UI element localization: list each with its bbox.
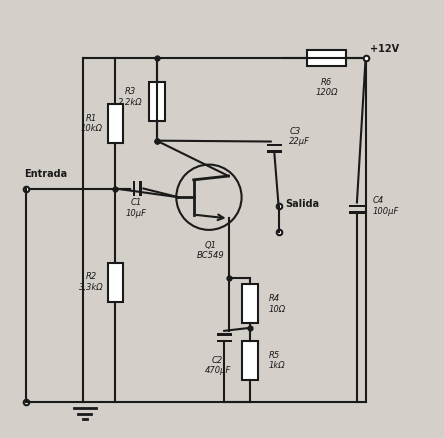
Text: R4
10Ω: R4 10Ω: [269, 294, 285, 314]
Bar: [139, 181, 142, 196]
Text: R2
3,3kΩ: R2 3,3kΩ: [79, 272, 104, 292]
Bar: [266, 144, 282, 146]
Text: C2
470μF: C2 470μF: [204, 356, 231, 375]
FancyBboxPatch shape: [149, 82, 165, 121]
Text: C1
10μF: C1 10μF: [126, 198, 147, 218]
Text: R6
120Ω: R6 120Ω: [315, 78, 338, 97]
Bar: [133, 181, 135, 196]
FancyBboxPatch shape: [107, 262, 123, 302]
Text: C4
100μF: C4 100μF: [372, 196, 399, 215]
FancyBboxPatch shape: [242, 341, 258, 380]
Bar: [217, 333, 232, 336]
Bar: [217, 339, 232, 342]
FancyBboxPatch shape: [242, 284, 258, 323]
Text: Q1
BC549: Q1 BC549: [197, 241, 225, 260]
FancyBboxPatch shape: [107, 104, 123, 143]
Bar: [349, 205, 365, 207]
Text: R3
2,2kΩ: R3 2,2kΩ: [118, 88, 143, 107]
Bar: [349, 211, 365, 214]
Text: Entrada: Entrada: [24, 169, 67, 179]
Text: R1
10kΩ: R1 10kΩ: [80, 113, 103, 133]
FancyBboxPatch shape: [307, 50, 346, 66]
Text: R5
1kΩ: R5 1kΩ: [269, 351, 285, 370]
Text: Salida: Salida: [285, 199, 319, 209]
Text: C3
22μF: C3 22μF: [289, 127, 310, 146]
Text: +12V: +12V: [370, 44, 399, 53]
Bar: [266, 150, 282, 153]
